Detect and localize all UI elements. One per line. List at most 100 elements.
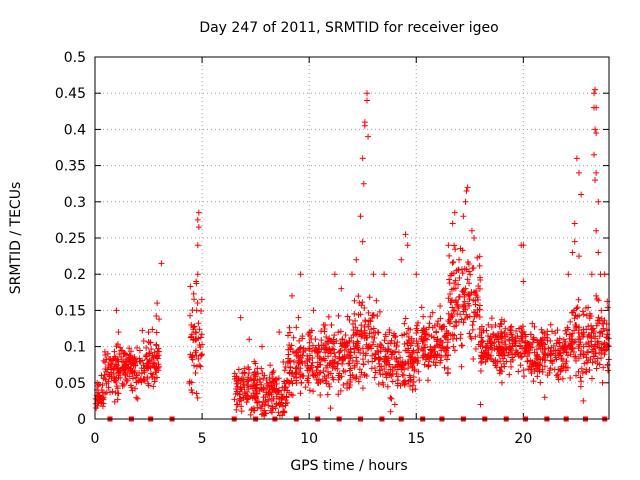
data-point [122, 371, 129, 378]
data-point [366, 317, 373, 324]
data-point [470, 355, 477, 362]
data-point [195, 224, 202, 231]
data-point [500, 346, 507, 353]
data-point [322, 349, 329, 356]
data-point [580, 343, 587, 350]
data-point [366, 342, 373, 349]
data-point [403, 330, 410, 337]
data-point [449, 220, 456, 227]
data-point [188, 331, 195, 338]
data-point [371, 334, 378, 341]
data-point [335, 329, 342, 336]
data-point [382, 331, 389, 338]
data-point [531, 360, 538, 367]
data-point [353, 373, 360, 380]
data-point [497, 367, 504, 374]
data-point [520, 278, 527, 285]
data-point [583, 312, 590, 319]
data-point [600, 364, 607, 371]
data-point [320, 368, 327, 375]
data-point [538, 326, 545, 333]
data-point [237, 396, 244, 403]
data-point [188, 387, 195, 394]
data-point [197, 363, 204, 370]
data-point [604, 367, 611, 374]
data-point [312, 336, 319, 343]
data-point [476, 306, 483, 313]
data-point [317, 378, 324, 385]
data-point [588, 334, 595, 341]
data-point [358, 333, 365, 340]
data-point [286, 380, 293, 387]
data-point [414, 349, 421, 356]
data-point [385, 346, 392, 353]
data-point [304, 352, 311, 359]
data-point [520, 328, 527, 335]
data-point [451, 323, 458, 330]
data-point [377, 355, 384, 362]
data-point [325, 346, 332, 353]
data-point [331, 349, 338, 356]
data-point [476, 262, 483, 269]
data-point [190, 290, 197, 297]
data-point [578, 378, 585, 385]
data-point [265, 382, 272, 389]
data-point [295, 360, 302, 367]
data-point [478, 352, 485, 359]
data-point [415, 346, 422, 353]
data-point [471, 289, 478, 296]
data-point [529, 320, 536, 327]
data-point [517, 354, 524, 361]
data-point [105, 384, 112, 391]
data-point [450, 258, 457, 265]
data-point [233, 406, 240, 413]
data-point [410, 347, 417, 354]
data-point [443, 356, 450, 363]
data-point [344, 380, 351, 387]
data-point [278, 391, 285, 398]
data-point [599, 379, 606, 386]
data-point [356, 366, 363, 373]
data-point [384, 358, 391, 365]
data-point [134, 344, 141, 351]
data-point [331, 271, 338, 278]
data-point [293, 324, 300, 331]
data-point [132, 356, 139, 363]
data-point [568, 332, 575, 339]
data-point [400, 372, 407, 379]
data-point [398, 366, 405, 373]
data-point [545, 345, 552, 352]
data-point [446, 252, 453, 259]
data-point [144, 363, 151, 370]
data-point [472, 346, 479, 353]
data-point [462, 306, 469, 313]
data-point [568, 346, 575, 353]
data-point [323, 380, 330, 387]
data-point [235, 366, 242, 373]
data-point [497, 320, 504, 327]
data-point [477, 342, 484, 349]
data-point [488, 315, 495, 322]
data-point [572, 322, 579, 329]
data-point [326, 359, 333, 366]
data-point [306, 387, 313, 394]
data-point [442, 352, 449, 359]
data-point [318, 328, 325, 335]
data-point [544, 352, 551, 359]
data-point [253, 393, 260, 400]
data-point [125, 364, 132, 371]
data-point [453, 335, 460, 342]
data-point [344, 342, 351, 349]
data-point [563, 358, 570, 365]
data-point [113, 383, 120, 390]
data-point [129, 375, 136, 382]
data-point [443, 349, 450, 356]
data-point [579, 308, 586, 315]
data-point [95, 383, 102, 390]
data-point [273, 401, 280, 408]
data-point [356, 299, 363, 306]
data-point [296, 337, 303, 344]
data-point [331, 332, 338, 339]
data-point [327, 405, 334, 412]
data-point [295, 349, 302, 356]
